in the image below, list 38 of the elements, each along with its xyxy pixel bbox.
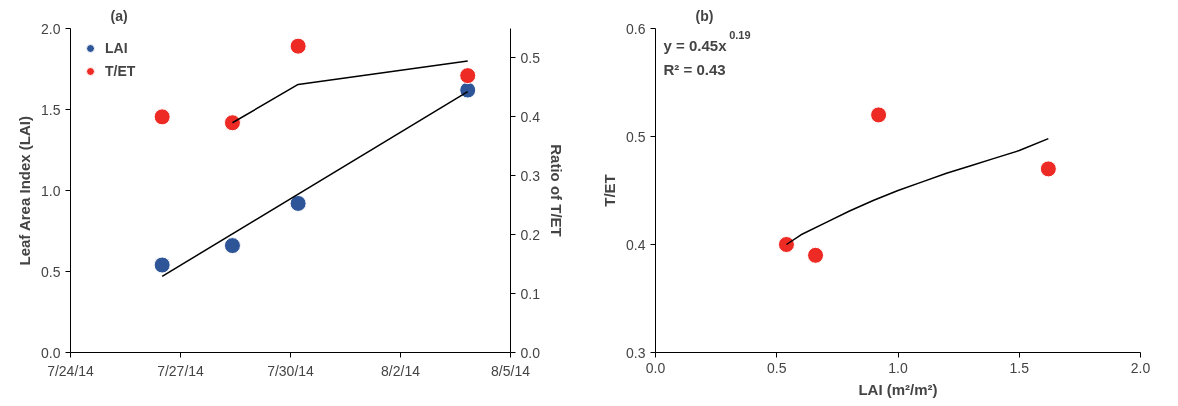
point (777, 236, 795, 253)
y-tick-label: 1.5 (41, 101, 61, 118)
x-tick-label: 7/27/14 (157, 362, 205, 379)
x-tick-label: 1.0 (888, 359, 908, 376)
y2-tick-label: 0.4 (520, 108, 541, 125)
y2-tick-label: 0.0 (520, 344, 541, 361)
x-tick-label: 7/30/14 (267, 362, 315, 379)
y2-axis-title: Ratio of T/ET (547, 144, 565, 237)
x-tick-label: 0.5 (767, 359, 787, 376)
y-tick-label: 1.0 (41, 182, 61, 199)
y-tick-label: 0.5 (41, 263, 61, 280)
legend-label: LAI (105, 40, 128, 56)
y-axis-title: Leaf Area Index (LAI) (16, 116, 34, 266)
point (870, 106, 888, 124)
y-tick-label: 0.3 (626, 344, 646, 361)
y2-tick-label: 0.2 (520, 226, 541, 243)
x-tick-label: 0.0 (645, 359, 666, 376)
text: (a) (110, 7, 128, 24)
y-tick-label: 0.4 (626, 236, 646, 253)
x-tick-label: 8/2/14 (381, 362, 421, 379)
x-tick-label: 8/5/14 (491, 362, 531, 379)
annotation: R² = 0.43 (663, 60, 726, 78)
y-axis-title: T/ET (601, 174, 619, 207)
y-tick-label: 0.5 (626, 128, 646, 145)
y2-tick-label: 0.5 (520, 49, 541, 66)
point (807, 246, 825, 264)
x-tick-label: 2.0 (1130, 359, 1151, 376)
x-tick-label: 1.5 (1009, 359, 1030, 376)
y2-tick-label: 0.1 (520, 285, 541, 302)
y2-tick-label: 0.3 (520, 167, 541, 184)
text: (b) (695, 7, 714, 24)
x-tick-label: 7/24/14 (47, 362, 95, 379)
point (1039, 160, 1057, 178)
legend-label: T/ET (105, 63, 136, 79)
y-tick-label: 0.0 (41, 344, 61, 361)
x-axis-title: LAI (m²/m²) (858, 380, 938, 398)
y-tick-label: 2.0 (41, 20, 61, 37)
y-tick-label: 0.6 (626, 20, 646, 37)
